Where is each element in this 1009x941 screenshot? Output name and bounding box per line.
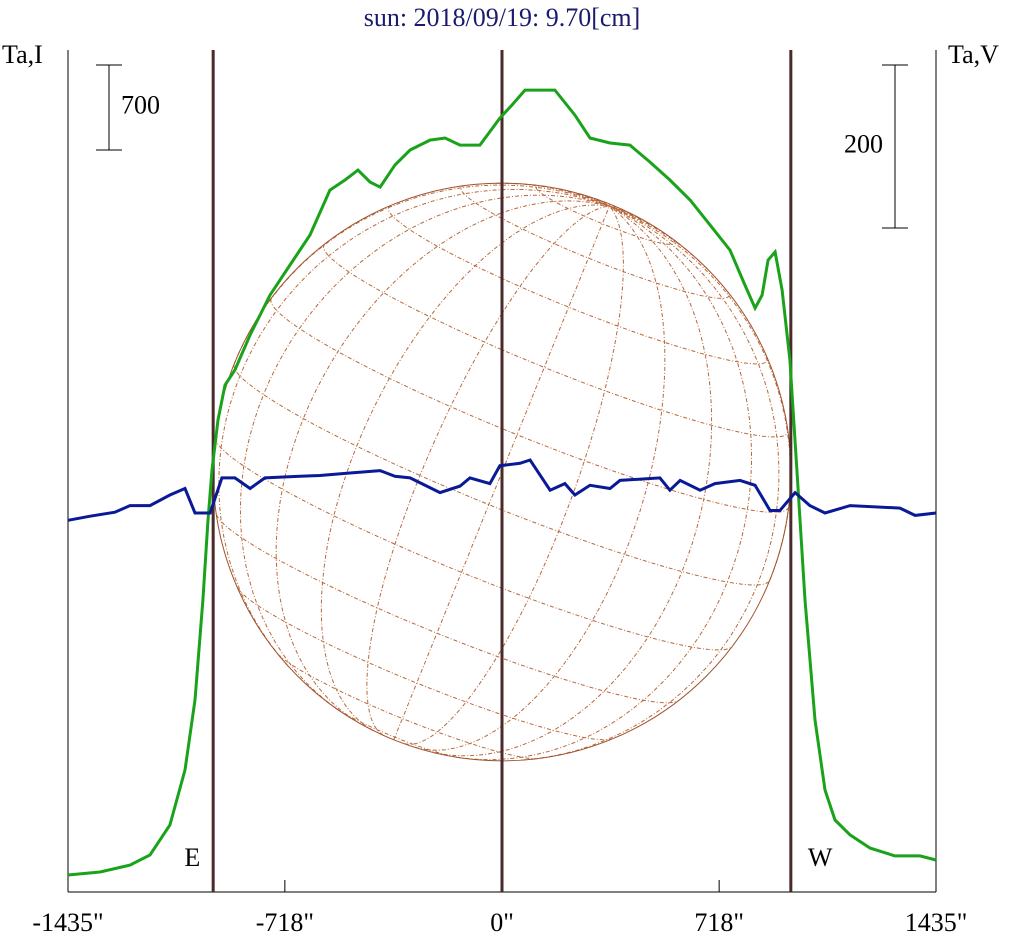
annotation: W (808, 843, 833, 872)
annotation: E (184, 843, 200, 872)
latitude-line (460, 185, 730, 299)
longitude-line (434, 205, 713, 757)
x-tick-label: 0" (490, 908, 514, 937)
latitude-line (237, 587, 612, 741)
longitude-line (233, 184, 610, 364)
longitude-line (366, 205, 610, 736)
data-line (67, 88, 937, 877)
longitude-line (414, 205, 666, 751)
longitude-line (275, 200, 610, 722)
longitude-line (496, 182, 610, 207)
latitude-line (535, 185, 676, 245)
latitude-line (233, 363, 771, 586)
latitude-line (387, 205, 769, 365)
longitude-line (239, 194, 610, 710)
longitude-line (522, 205, 780, 761)
y-axis-label: Ta,I (2, 40, 43, 69)
x-tick-label: 718" (694, 908, 744, 937)
data-line (67, 458, 937, 522)
x-tick-label: 1435" (905, 908, 968, 937)
latitude-line (277, 653, 537, 760)
latitude-line (336, 708, 457, 758)
x-tick-label: -718" (256, 908, 314, 937)
longitude-line (404, 205, 624, 745)
scale-bar-label: 200 (844, 129, 883, 158)
scale-bar-label: 700 (121, 90, 160, 119)
longitude-line (320, 204, 610, 731)
latitude-line (322, 243, 789, 438)
longitude-line (393, 206, 610, 740)
longitude-line (456, 205, 752, 761)
latitude-line (214, 438, 733, 651)
x-tick-label: -1435" (32, 908, 103, 937)
longitude-line (218, 188, 610, 666)
chart-title: sun: 2018/09/19: 9.70[cm] (364, 3, 641, 32)
longitude-line (609, 205, 640, 219)
y2-axis-label: Ta,V (948, 40, 999, 69)
